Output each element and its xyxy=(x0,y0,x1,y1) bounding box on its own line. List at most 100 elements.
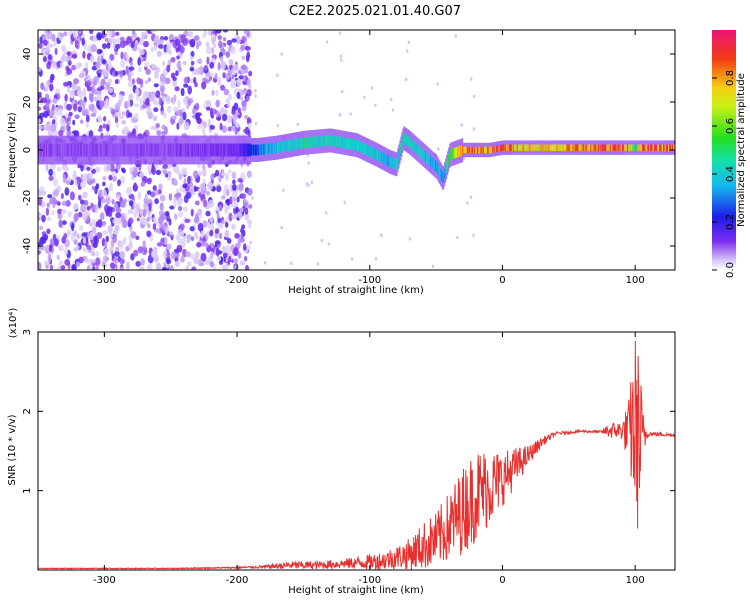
ridge-core xyxy=(64,143,67,157)
ridge-core xyxy=(222,143,224,157)
noise-speckle xyxy=(165,95,171,102)
noise-speckle xyxy=(80,164,84,172)
ridge-core xyxy=(58,143,61,157)
noise-speckle xyxy=(225,189,230,197)
noise-speckle xyxy=(466,201,469,205)
ridge-core xyxy=(378,150,380,162)
noise-speckle xyxy=(54,238,59,247)
ridge-core xyxy=(55,143,58,157)
noise-speckle xyxy=(195,102,199,111)
noise-speckle xyxy=(114,70,119,76)
ridge-core xyxy=(312,136,314,148)
ridge-core xyxy=(569,144,571,151)
ridge-core xyxy=(60,143,63,157)
ridge-core xyxy=(244,143,246,157)
ridge-core xyxy=(380,151,382,163)
noise-speckle xyxy=(144,61,150,68)
ridge-core xyxy=(459,145,461,157)
ridge-core xyxy=(482,146,485,154)
noise-speckle xyxy=(180,113,184,119)
ridge-core xyxy=(551,144,553,151)
noise-speckle xyxy=(217,217,222,224)
ridge-core xyxy=(627,144,629,151)
noise-speckle xyxy=(111,198,115,205)
noise-speckle xyxy=(201,164,206,170)
ridge-core xyxy=(601,144,603,151)
noise-speckle xyxy=(73,230,77,237)
ridge-core xyxy=(142,143,144,157)
noise-speckle xyxy=(40,82,45,91)
ridge-core xyxy=(640,144,642,151)
noise-speckle xyxy=(235,36,241,45)
ridge-core xyxy=(69,143,71,157)
ridge-core xyxy=(623,144,625,151)
ridge-core xyxy=(270,142,273,154)
noise-speckle xyxy=(140,31,147,37)
noise-speckle xyxy=(231,38,237,43)
ridge-core xyxy=(406,135,408,146)
noise-speckle xyxy=(137,191,142,201)
noise-speckle xyxy=(166,44,171,54)
noise-speckle xyxy=(148,202,152,212)
noise-speckle xyxy=(59,32,65,38)
noise-speckle xyxy=(241,55,246,60)
noise-speckle xyxy=(217,62,221,71)
ridge-core xyxy=(185,143,187,157)
y-tick-label: -40 xyxy=(22,238,33,254)
noise-speckle xyxy=(126,261,130,270)
noise-speckle xyxy=(144,79,149,85)
noise-speckle xyxy=(263,261,267,265)
noise-speckle xyxy=(142,240,146,250)
ridge-core xyxy=(73,143,75,157)
ridge-core xyxy=(52,143,55,157)
noise-speckle xyxy=(210,173,215,182)
noise-speckle xyxy=(431,264,435,269)
ridge-core xyxy=(553,144,555,151)
noise-speckle xyxy=(91,226,97,234)
noise-speckle xyxy=(224,262,229,270)
snr-panel: -300 -200 -100 0 100 1 2 3 Height of straight l… xyxy=(7,308,676,596)
noise-speckle xyxy=(173,94,177,103)
ridge-core xyxy=(111,143,113,157)
ridge-core xyxy=(245,143,247,157)
noise-speckle xyxy=(203,121,207,129)
ridge-core xyxy=(445,165,447,176)
noise-speckle xyxy=(97,128,103,132)
noise-speckle xyxy=(186,234,192,241)
ridge-core xyxy=(329,135,331,146)
noise-speckle xyxy=(144,91,150,97)
ridge-core xyxy=(217,143,219,157)
ridge-core xyxy=(230,143,232,157)
noise-speckle xyxy=(175,260,180,267)
ridge-core xyxy=(243,143,245,157)
noise-speckle xyxy=(115,43,121,50)
ridge-core xyxy=(428,154,430,165)
ridge-core xyxy=(650,144,652,151)
noise-speckle xyxy=(222,72,226,79)
ridge-core xyxy=(102,143,104,157)
ridge-core xyxy=(563,144,565,151)
noise-speckle xyxy=(38,106,42,111)
ridge-core xyxy=(268,143,271,154)
noise-speckle xyxy=(68,111,73,117)
noise-speckle xyxy=(240,44,245,51)
snr-axes: -300 -200 -100 0 100 1 2 3 xyxy=(22,329,675,586)
ridge-core xyxy=(319,135,321,147)
ridge-core xyxy=(283,140,285,152)
ridge-core xyxy=(523,144,525,151)
noise-speckle xyxy=(103,85,108,92)
ridge-core xyxy=(82,143,84,157)
ridge-core xyxy=(257,144,259,156)
noise-speckle xyxy=(137,57,141,66)
noise-speckle xyxy=(102,229,108,236)
ridge-core xyxy=(85,143,87,157)
noise-speckle xyxy=(77,30,82,35)
snr-line xyxy=(38,340,675,570)
noise-speckle xyxy=(238,182,244,191)
noise-speckle xyxy=(88,104,92,111)
noise-speckle xyxy=(49,238,54,246)
noise-speckle xyxy=(114,116,119,124)
ridge-core xyxy=(652,144,654,151)
ridge-core xyxy=(408,136,410,148)
